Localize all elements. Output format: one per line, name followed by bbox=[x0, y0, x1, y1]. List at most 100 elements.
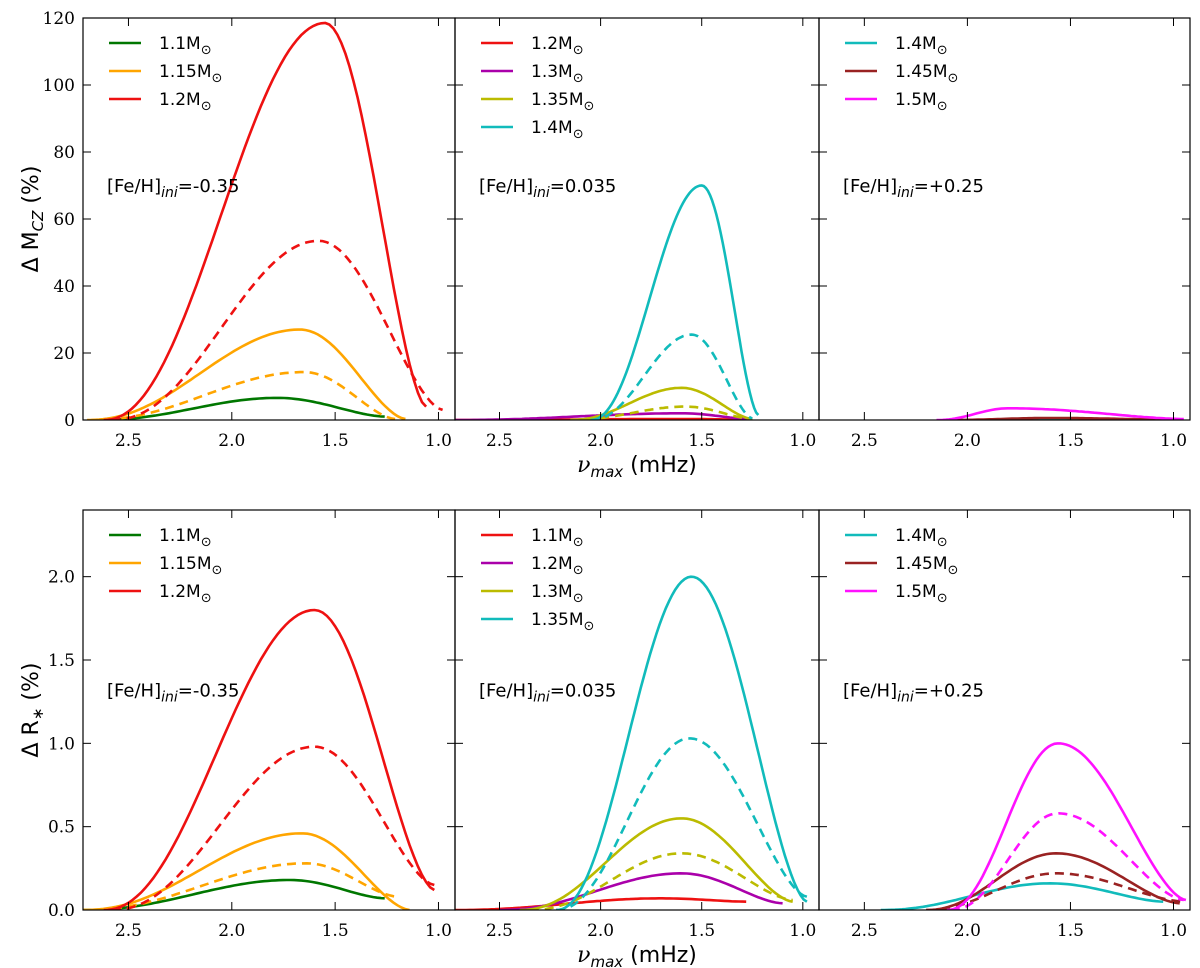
legend-label: 1.3M⊙ bbox=[531, 62, 584, 86]
legend-label: 1.1M⊙ bbox=[531, 526, 584, 550]
series-line bbox=[570, 386, 753, 420]
y-axis-title: Δ MCZ (%) bbox=[19, 166, 47, 273]
x-tick-label: 1.5 bbox=[688, 431, 715, 451]
y-tick-label: 0.0 bbox=[48, 901, 75, 921]
metallicity-annotation: [Fe/H]ini=+0.25 bbox=[843, 681, 984, 706]
y-tick-label: 80 bbox=[53, 143, 75, 163]
series-line bbox=[83, 832, 410, 910]
legend-label: 1.35M⊙ bbox=[531, 90, 594, 114]
panel-top-1: 2.5 2.0 1.5 1.0 1.1M⊙ 1.15M⊙ 1.2M⊙ [Fe/H]ini=-0… bbox=[82, 17, 456, 451]
x-tick-label: 1.5 bbox=[688, 921, 715, 941]
series-line bbox=[946, 742, 1187, 910]
series-line bbox=[97, 396, 385, 420]
x-tick-label: 1.0 bbox=[425, 921, 452, 941]
legend-label: 1.5M⊙ bbox=[895, 90, 948, 114]
legend-label: 1.35M⊙ bbox=[531, 610, 594, 634]
legend-label: 1.45M⊙ bbox=[895, 554, 958, 578]
series-line bbox=[103, 21, 428, 420]
panel-frame bbox=[82, 509, 456, 911]
x-tick-label: 2.0 bbox=[587, 431, 614, 451]
legend-label: 1.2M⊙ bbox=[159, 90, 212, 114]
x-tick-label: 1.0 bbox=[425, 431, 452, 451]
legend-label: 1.2M⊙ bbox=[531, 34, 584, 58]
legend-label: 1.15M⊙ bbox=[159, 62, 222, 86]
x-tick-label: 1.0 bbox=[789, 431, 816, 451]
x-tick-label: 2.0 bbox=[954, 921, 981, 941]
series-line bbox=[111, 239, 444, 420]
series-line bbox=[556, 575, 808, 910]
panel-frame bbox=[454, 17, 820, 421]
x-tick-label: 1.0 bbox=[1160, 431, 1187, 451]
legend-label: 1.2M⊙ bbox=[531, 554, 584, 578]
series-line bbox=[590, 184, 760, 420]
series-line bbox=[556, 737, 808, 910]
y-tick-label: 0 bbox=[64, 411, 75, 431]
metallicity-annotation: [Fe/H]ini=-0.35 bbox=[107, 681, 239, 706]
metallicity-annotation: [Fe/H]ini=-0.35 bbox=[107, 176, 239, 201]
legend-label: 1.5M⊙ bbox=[895, 582, 948, 606]
x-tick-label: 1.0 bbox=[1160, 921, 1187, 941]
y-tick-label: 60 bbox=[53, 210, 75, 230]
x-tick-label: 1.5 bbox=[1057, 431, 1084, 451]
x-tick-label: 2.0 bbox=[218, 921, 245, 941]
series-line bbox=[83, 861, 398, 910]
panel-top-2: 2.5 2.0 1.5 1.0 1.2M⊙ 1.3M⊙ 1.35M⊙ 1.4M⊙ [Fe/H]i… bbox=[454, 17, 820, 451]
panel-bottom-1: 2.5 2.0 1.5 1.0 1.1M⊙ 1.15M⊙ 1.2M⊙ [Fe/H]ini=-0… bbox=[82, 509, 456, 941]
y-tick-label: 1.5 bbox=[48, 651, 75, 671]
x-tick-label: 2.5 bbox=[115, 431, 142, 451]
series-line bbox=[936, 407, 1184, 420]
legend-label: 1.4M⊙ bbox=[895, 526, 948, 550]
y-tick-label: 20 bbox=[53, 344, 75, 364]
panel-frame bbox=[454, 509, 820, 911]
panel-frame bbox=[818, 17, 1191, 421]
legend-label: 1.45M⊙ bbox=[895, 62, 958, 86]
panel-frame bbox=[82, 17, 456, 421]
x-tick-label: 1.0 bbox=[789, 921, 816, 941]
y-tick-label: 1.0 bbox=[48, 734, 75, 754]
x-tick-label: 2.0 bbox=[218, 431, 245, 451]
legend-label: 1.4M⊙ bbox=[531, 118, 584, 142]
y-tick-label: 120 bbox=[43, 9, 75, 29]
panel-frame bbox=[818, 509, 1191, 911]
x-tick-label: 2.0 bbox=[587, 921, 614, 941]
x-tick-label: 2.5 bbox=[115, 921, 142, 941]
x-tick-label: 1.5 bbox=[322, 921, 349, 941]
series-line bbox=[111, 745, 435, 910]
series-line bbox=[87, 328, 406, 420]
legend-label: 1.4M⊙ bbox=[895, 34, 948, 58]
legend-label: 1.3M⊙ bbox=[531, 582, 584, 606]
y-tick-label: 2.0 bbox=[48, 568, 75, 588]
panel-top-3: 2.5 2.0 1.5 1.0 1.4M⊙ 1.45M⊙ 1.5M⊙ [Fe/H]ini=+0… bbox=[818, 17, 1191, 451]
metallicity-annotation: [Fe/H]ini=0.035 bbox=[479, 681, 616, 706]
y-tick-label: 100 bbox=[43, 76, 75, 96]
panel-bottom-2: 2.5 2.0 1.5 1.0 1.1M⊙ 1.2M⊙ 1.3M⊙ 1.35M⊙ [Fe/H]i… bbox=[454, 509, 820, 941]
x-tick-label: 2.5 bbox=[486, 431, 513, 451]
series-line bbox=[950, 811, 1184, 910]
y-tick-label: 40 bbox=[53, 277, 75, 297]
series-line bbox=[499, 871, 783, 910]
y-axis-title: Δ R∗ (%) bbox=[19, 663, 47, 758]
legend-label: 1.15M⊙ bbox=[159, 554, 222, 578]
series-line bbox=[880, 881, 1164, 910]
x-tick-label: 1.5 bbox=[322, 431, 349, 451]
series-line bbox=[926, 872, 1184, 910]
x-tick-label: 2.5 bbox=[486, 921, 513, 941]
y-tick-label: 0.5 bbox=[48, 818, 75, 838]
metallicity-annotation: [Fe/H]ini=0.035 bbox=[479, 176, 616, 201]
metallicity-annotation: [Fe/H]ini=+0.25 bbox=[843, 176, 984, 201]
series-line bbox=[519, 817, 793, 910]
x-tick-label: 2.0 bbox=[954, 431, 981, 451]
x-tick-label: 2.5 bbox=[851, 921, 878, 941]
legend-label: 1.1M⊙ bbox=[159, 526, 212, 550]
series-line bbox=[529, 851, 793, 910]
series-line bbox=[590, 333, 753, 420]
legend-label: 1.1M⊙ bbox=[159, 34, 212, 58]
series-line bbox=[103, 608, 435, 910]
x-axis-title: νmax (mHz) bbox=[577, 943, 697, 968]
x-tick-label: 2.5 bbox=[851, 431, 878, 451]
x-axis-title: νmax (mHz) bbox=[577, 453, 697, 481]
panel-bottom-3: 2.5 2.0 1.5 1.0 1.4M⊙ 1.45M⊙ 1.5M⊙ [Fe/H]ini=+0… bbox=[818, 509, 1191, 941]
x-tick-label: 1.5 bbox=[1057, 921, 1084, 941]
series-line bbox=[91, 370, 396, 420]
